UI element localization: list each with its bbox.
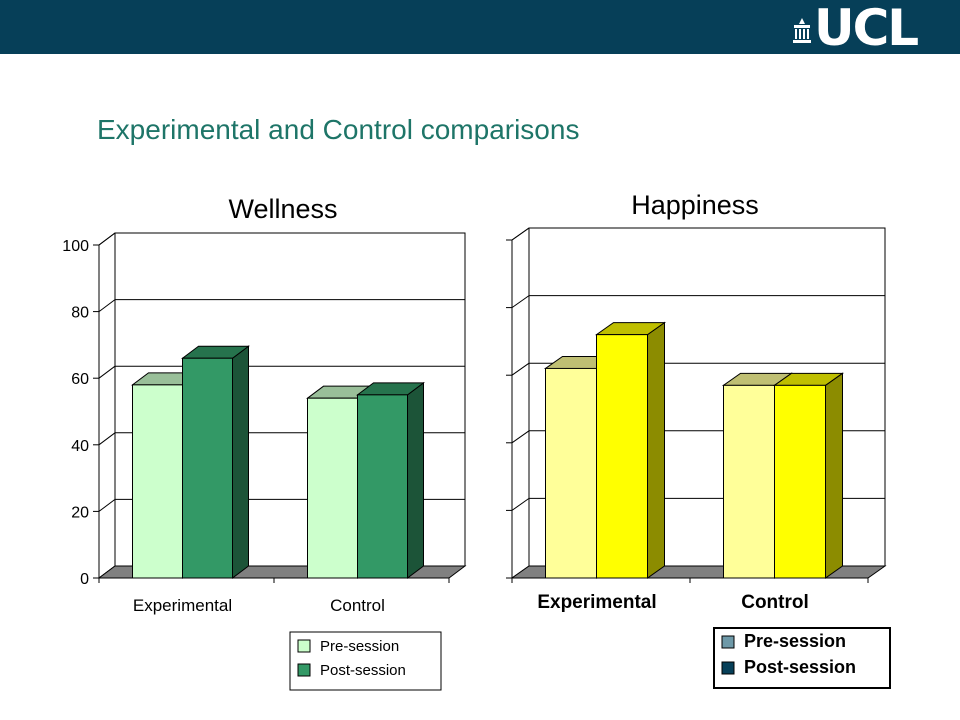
y-tick-label: 60: [71, 371, 89, 388]
gridline-side: [98, 432, 116, 446]
bar-pre-session-experimental: [132, 384, 183, 579]
gridline-side: [98, 299, 116, 313]
legend-swatch: [721, 661, 735, 675]
gridline-side: [511, 295, 530, 309]
bar-post-session-control: [774, 384, 826, 579]
chart-title: Wellness: [228, 194, 337, 224]
y-tick-label: 40: [71, 438, 89, 455]
bar-pre-session-control: [307, 397, 358, 579]
chart-title: Happiness: [631, 190, 759, 220]
logo-text: UCL: [814, 0, 919, 57]
bar-post-session-control: [357, 394, 408, 579]
x-category-label: Control: [741, 592, 809, 613]
gridline-side: [98, 232, 116, 246]
y-tick-label: 20: [71, 504, 89, 521]
gridline-side: [98, 498, 116, 512]
bar-pre-session-control: [723, 384, 775, 579]
legend-swatch: [297, 663, 311, 677]
legend-swatch: [297, 639, 311, 653]
y-tick-label: 0: [80, 571, 89, 588]
legend-label: Post-session: [744, 657, 856, 677]
gridline-side: [98, 365, 116, 379]
x-category-label: Experimental: [537, 592, 656, 613]
x-category-label: Experimental: [133, 596, 232, 615]
gridline-side: [511, 497, 530, 511]
gridline-side: [511, 227, 530, 241]
legend-box: [713, 627, 891, 689]
legend-label: Pre-session: [744, 631, 846, 651]
legend-swatch: [721, 635, 735, 649]
bar-pre-session-experimental: [545, 367, 597, 579]
bar-post-session-experimental: [596, 334, 648, 579]
x-category-label: Control: [330, 596, 385, 615]
y-tick-label: 100: [62, 238, 89, 255]
bar-side: [825, 372, 843, 579]
bar-post-session-experimental: [182, 357, 233, 579]
y-tick-label: 80: [71, 305, 89, 322]
gridline-side: [511, 362, 530, 376]
slide-title: Experimental and Control comparisons: [97, 114, 580, 145]
portico-icon: [793, 18, 811, 43]
gridline-side: [511, 430, 530, 444]
bar-side: [647, 321, 665, 579]
legend-label: Pre-session: [320, 638, 399, 655]
ucl-logo: UCL: [792, 0, 942, 56]
legend-label: Post-session: [320, 662, 406, 679]
legend-box: [289, 631, 442, 691]
